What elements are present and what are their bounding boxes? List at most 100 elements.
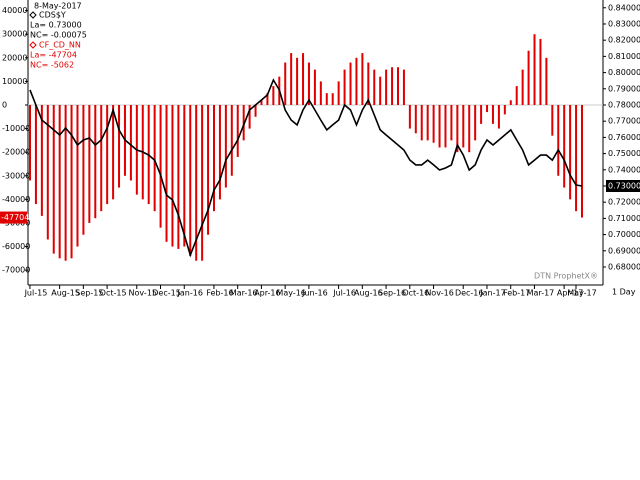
bar — [420, 104, 423, 141]
bar — [266, 93, 269, 105]
value-tag-label: -47704 — [1, 213, 29, 222]
x-tick-label: Feb-17 — [503, 289, 530, 298]
y-tick-label: -70000 — [2, 266, 30, 275]
x-tick-label: Aug-15 — [51, 289, 80, 298]
bar — [349, 62, 352, 105]
bar — [408, 104, 411, 129]
bar — [290, 53, 293, 105]
bar — [331, 93, 334, 105]
x-tick-label: Jul-16 — [332, 289, 356, 298]
bar — [551, 104, 554, 136]
x-tick-label: Oct-16 — [402, 289, 429, 298]
bar — [426, 104, 429, 141]
bar — [260, 100, 263, 105]
bar — [355, 57, 358, 105]
interval-label: 1 Day — [612, 288, 636, 297]
bar — [76, 104, 79, 247]
bar — [213, 104, 215, 212]
y2-tick-label: 0.76000 — [608, 133, 640, 142]
y2-tick-label: 0.82000 — [608, 36, 640, 45]
date-label: 8-May-2017 — [34, 2, 82, 11]
bar — [313, 69, 316, 105]
y-tick-label: 0 — [2, 100, 7, 109]
y-tick-label: 40000 — [2, 6, 27, 15]
watermark: DTN ProphetX® — [534, 272, 598, 281]
bar — [207, 104, 210, 235]
bar — [373, 69, 376, 105]
y-tick-label: -20000 — [2, 148, 30, 157]
x-tick-label: Nov-16 — [425, 289, 453, 298]
y2-tick-label: 0.79000 — [608, 84, 640, 93]
y-tick-label: 10000 — [2, 77, 27, 86]
y2-tick-label: 0.83000 — [608, 19, 640, 28]
y2-tick-label: 0.80000 — [608, 68, 640, 77]
bar — [236, 104, 239, 157]
bar — [343, 69, 346, 105]
bar — [94, 104, 97, 219]
bar — [491, 104, 494, 124]
x-tick-label: Apr-17 — [557, 289, 583, 298]
bar — [70, 104, 73, 259]
bar — [480, 104, 483, 124]
x-tick-label: May-17 — [567, 289, 596, 298]
bar — [474, 104, 477, 141]
bar — [242, 104, 245, 141]
bar — [438, 104, 441, 148]
bar — [177, 104, 180, 249]
bar — [581, 104, 583, 218]
bar — [106, 104, 109, 205]
bar — [248, 104, 251, 129]
bar — [129, 104, 132, 181]
bar — [82, 104, 85, 235]
bar — [118, 104, 121, 188]
bar — [100, 104, 103, 212]
bar — [563, 104, 566, 188]
bar — [497, 104, 500, 129]
bar — [307, 62, 310, 105]
bar — [189, 104, 192, 256]
y2-tick-label: 0.70000 — [608, 230, 640, 239]
bar — [385, 69, 388, 105]
bar — [391, 67, 394, 105]
x-tick-label: May-16 — [276, 289, 305, 298]
bar — [319, 81, 322, 105]
bar — [272, 86, 275, 105]
bar — [40, 104, 43, 216]
bar — [224, 104, 227, 188]
x-tick-label: Jan-16 — [177, 289, 203, 298]
bar — [302, 53, 305, 105]
y2-tick-label: 0.71000 — [608, 214, 640, 223]
bar — [569, 104, 572, 200]
bar — [432, 104, 435, 143]
bar — [575, 104, 578, 212]
bar — [456, 104, 459, 153]
bar — [183, 104, 186, 247]
bar — [29, 104, 31, 181]
y2-tick-label: 0.75000 — [608, 149, 640, 158]
x-tick-label: Dec-15 — [152, 289, 181, 298]
x-tick-label: Oct-15 — [100, 289, 127, 298]
bar — [171, 104, 174, 247]
x-tick-label: Nov-15 — [129, 289, 157, 298]
bar — [444, 104, 447, 148]
bar — [545, 57, 548, 105]
bar — [159, 104, 162, 228]
bar — [34, 104, 37, 205]
y-tick-label: -30000 — [2, 171, 30, 180]
y2-tick-label: 0.69000 — [608, 246, 640, 255]
bar — [201, 104, 204, 261]
bar — [397, 67, 399, 105]
value-tag-label: 0.73000 — [608, 182, 640, 191]
x-tick-label: Dec-16 — [455, 289, 484, 298]
bar — [218, 104, 221, 200]
bar — [515, 86, 518, 105]
bar — [486, 104, 489, 113]
bar — [527, 50, 530, 105]
bar — [509, 100, 512, 105]
legend-marker — [29, 11, 37, 19]
x-tick-label: Sep-15 — [75, 289, 103, 298]
bar — [46, 104, 49, 240]
y2-tick-label: 0.74000 — [608, 165, 640, 174]
bar — [521, 69, 524, 105]
